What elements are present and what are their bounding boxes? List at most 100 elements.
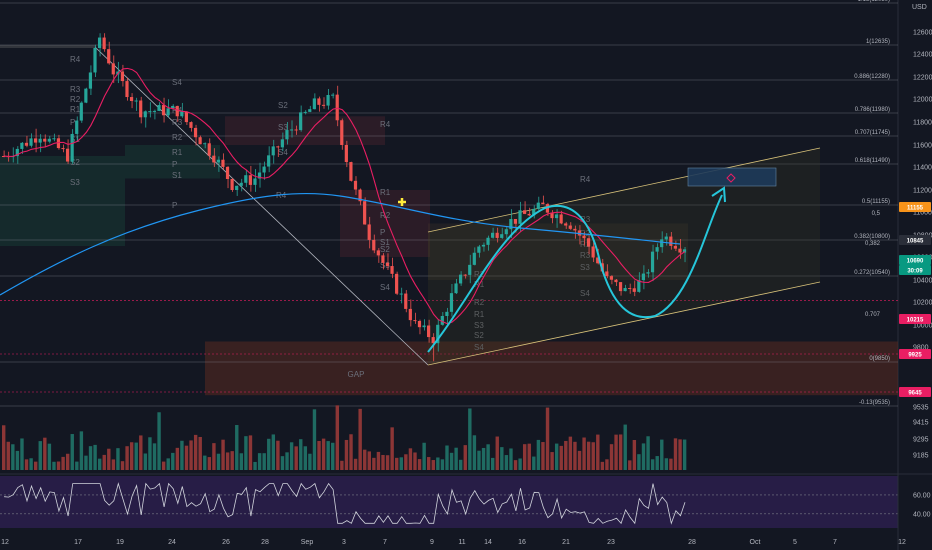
volume-bar [358,408,362,470]
pivot-label: R2 [70,95,81,104]
gap-label: GAP [348,370,365,379]
time-axis-label: 12 [1,539,9,546]
gap-zone [205,341,898,396]
volume-bar [184,445,189,470]
pivot-label: S4 [278,148,288,157]
volume-bar [632,439,637,470]
candle-body [472,252,476,265]
candle-body [399,293,403,295]
volume-bar [308,453,312,470]
volume-bar [143,453,148,470]
candle-body [143,111,147,118]
price-axis-tick: 10200 [913,300,932,307]
candle-body [184,111,188,123]
fib-level-label: 0.886(12280) [854,74,890,80]
time-axis-label: 16 [518,539,526,546]
candle-body [349,162,353,181]
volume-bar [148,437,152,470]
volume-bar [6,441,10,470]
price-tag-label: 30:09 [907,269,923,275]
volume-bar [600,461,605,470]
candle-body [518,210,522,224]
candle-body [70,133,74,162]
candle-body [550,212,554,219]
target-box [687,167,777,187]
candle-body [166,108,170,116]
volume-bar [65,453,70,470]
candle-body [541,202,545,205]
volume-bar [459,459,463,470]
time-axis-label: 24 [168,539,176,546]
candle-body [326,94,330,106]
candle-body [52,138,56,140]
volume-bar [390,427,394,470]
candle-body [289,129,294,131]
candle-body [257,172,262,179]
volume-bar [285,452,289,470]
volume-bar [518,458,522,470]
volume-bar [175,447,180,470]
candle-body [75,120,79,134]
candle-body [673,245,677,249]
candle-body [586,238,591,247]
pivot-label: R1 [474,310,485,319]
candle-body [198,137,202,145]
candle-body [120,71,125,82]
pivot-label: S3 [278,123,288,132]
candle-body [175,105,179,117]
volume-bar [84,455,88,470]
volume-bar [440,459,445,470]
volume-bar [477,450,481,470]
volume-bar [417,459,422,470]
volume-bar [363,449,367,470]
volume-bar [280,456,285,470]
volume-bar [436,457,440,470]
candle-body [408,308,412,321]
price-tag [899,202,931,212]
pivot-label: S1 [380,238,390,247]
candle-body [88,72,93,89]
candle-body [43,138,47,142]
volume-bar [660,439,664,470]
channel-fill [428,148,820,365]
volume-bar [111,459,116,470]
candle-body [271,146,275,156]
candle-body [641,273,645,281]
candle-body [102,37,106,50]
candle-body [427,325,431,338]
volume-bar [609,444,614,470]
candle-body [655,247,659,252]
time-axis-label: 26 [222,539,230,546]
volume-bar [381,454,385,470]
volume-bar [481,447,486,470]
candle-body [678,248,682,253]
volume-bar [216,453,221,470]
price-tag-label: 11155 [907,206,924,212]
candle-body [618,282,623,292]
cloud-zone-red-top [225,116,385,145]
candle-body [646,272,650,274]
pivot-label: S1 [172,171,182,180]
price-axis-tick: 9295 [913,437,929,444]
volume-bar [193,434,198,470]
candle-body [486,237,490,245]
volume-bar [559,445,563,470]
candle-body [93,47,97,73]
time-axis-label: 23 [607,539,615,546]
volume-bar [321,438,326,470]
volume-bar [116,448,120,470]
candle-body [431,337,435,344]
candle-body [344,144,348,163]
candle-body [682,249,687,253]
volume-bar [669,458,673,470]
candle-body [390,266,394,274]
fib-05-marker: 0,5 [872,211,881,217]
candle-body [111,63,115,75]
price-axis-tick: 11800 [913,120,932,127]
volume-bar [198,436,202,470]
volume-bar [317,440,321,470]
volume-bar [102,454,106,470]
candle-body [628,288,632,290]
volume-bar [495,436,499,470]
